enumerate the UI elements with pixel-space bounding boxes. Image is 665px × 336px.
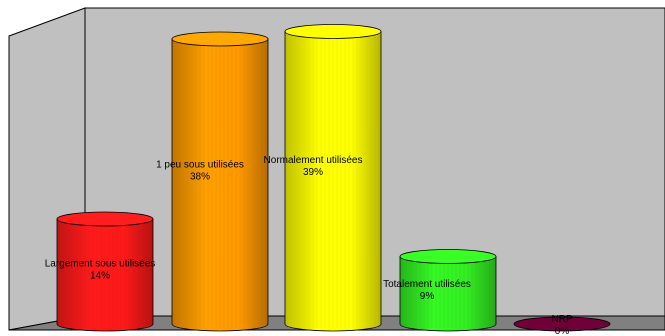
category-label: 1 peu sous utilisées — [156, 159, 244, 170]
category-label: NRP — [551, 314, 572, 325]
bar-top — [513, 316, 611, 332]
bar-2 — [284, 24, 382, 332]
bar-top — [399, 249, 497, 264]
category-label: Largement sous utilisées — [45, 258, 156, 269]
bar-1 — [171, 31, 269, 332]
bar-top — [56, 211, 154, 227]
bar-0 — [56, 211, 154, 332]
category-label: Normalement utilisées — [264, 155, 363, 166]
value-label: 9% — [420, 291, 435, 302]
bar-top — [284, 24, 382, 39]
value-label: 0% — [555, 326, 570, 336]
bar-3 — [399, 249, 497, 332]
value-label: 39% — [303, 167, 323, 178]
bar-4 — [513, 316, 611, 332]
bars-group — [56, 24, 611, 332]
value-label: 38% — [190, 171, 210, 182]
bar-top — [171, 31, 269, 47]
value-label: 14% — [90, 270, 110, 281]
category-label: Totalement utilisées — [383, 279, 471, 290]
